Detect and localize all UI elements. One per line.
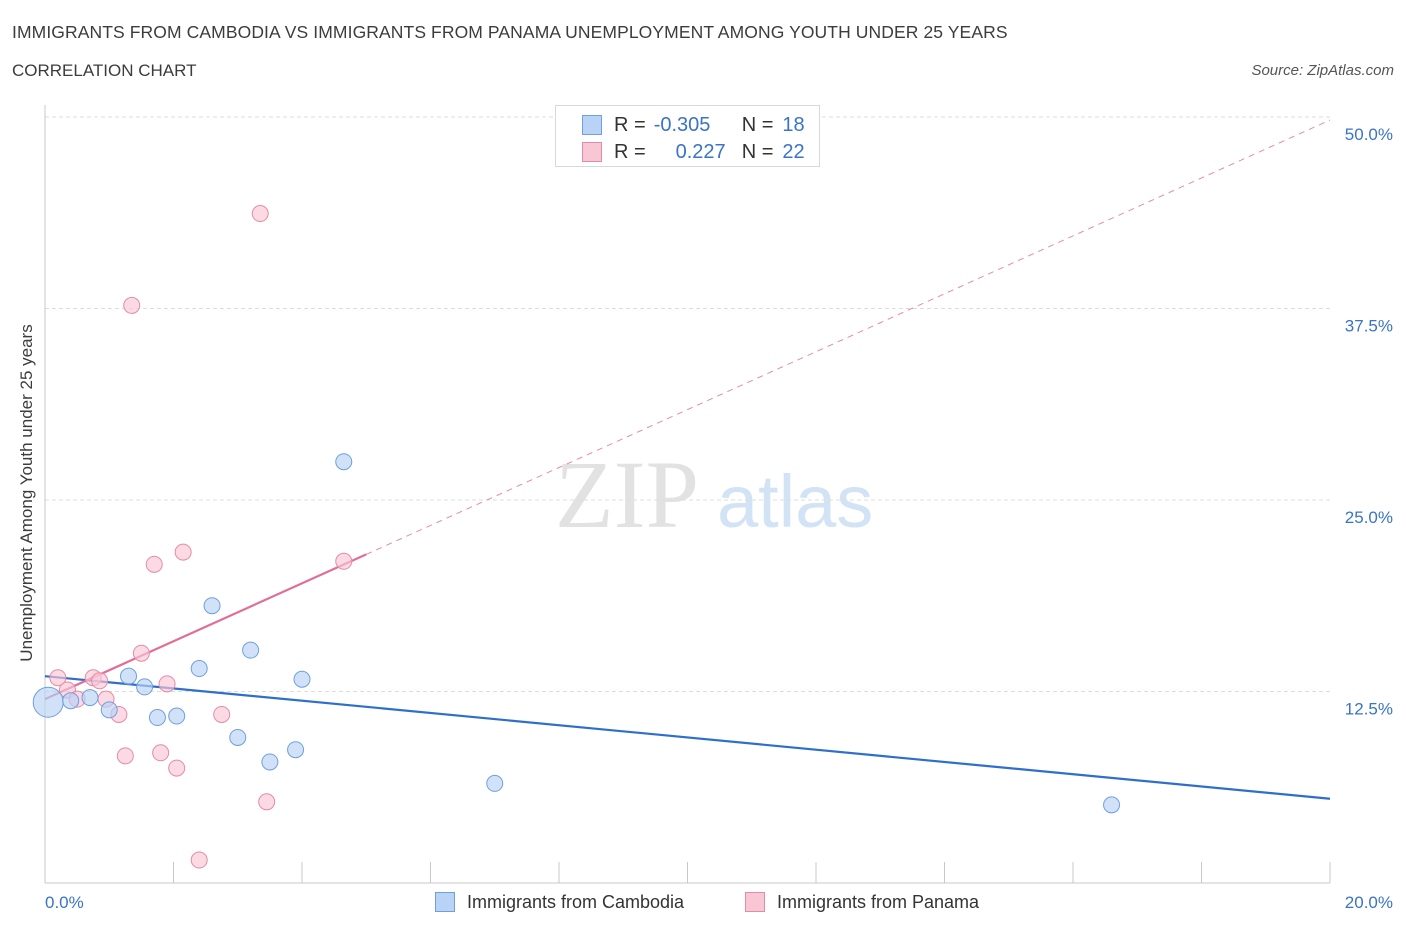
data-point-panama xyxy=(152,744,170,762)
y-tick-label: 50.0% xyxy=(1345,125,1393,144)
data-point-cambodia xyxy=(293,670,311,688)
data-point-panama xyxy=(116,747,134,765)
legend-swatch-cambodia xyxy=(582,115,602,135)
bottom-legend-label-panama: Immigrants from Panama xyxy=(777,891,980,912)
legend-swatch-panama xyxy=(582,142,602,162)
data-point-cambodia xyxy=(136,678,154,696)
y-axis-label: Unemployment Among Youth under 25 years xyxy=(17,324,36,662)
data-point-panama xyxy=(251,205,269,223)
correlation-legend: R = -0.305 N = 18 R = 0.227 N = 22 xyxy=(555,105,820,167)
data-point-panama xyxy=(91,672,109,690)
data-point-cambodia xyxy=(100,701,118,719)
data-point-cambodia xyxy=(229,728,247,746)
data-point-cambodia xyxy=(32,686,64,718)
legend-row-cambodia: R = -0.305 N = 18 xyxy=(582,114,805,136)
legend-r-label: R = xyxy=(614,113,646,136)
data-point-cambodia xyxy=(168,707,186,725)
data-point-cambodia xyxy=(148,709,166,727)
data-point-panama xyxy=(258,793,276,811)
bottom-legend-panama: Immigrants from Panama xyxy=(745,890,979,914)
data-point-panama xyxy=(213,705,231,723)
bottom-legend-label-cambodia: Immigrants from Cambodia xyxy=(467,891,685,912)
legend-n-value-panama: 22 xyxy=(782,140,805,163)
data-point-cambodia xyxy=(242,641,260,659)
data-point-cambodia xyxy=(62,692,80,710)
data-point-cambodia xyxy=(335,453,353,471)
data-point-panama xyxy=(145,555,163,573)
data-point-cambodia xyxy=(203,597,221,615)
trendline-panama-extrapolated xyxy=(366,119,1331,555)
x-tick-label-min: 0.0% xyxy=(45,893,84,912)
data-point-panama xyxy=(49,669,67,687)
legend-n-label: N = xyxy=(741,113,774,136)
legend-r-label: R = xyxy=(614,140,646,163)
data-point-cambodia xyxy=(81,689,99,707)
data-point-cambodia xyxy=(1103,796,1121,814)
y-tick-label: 12.5% xyxy=(1345,700,1393,719)
data-point-panama xyxy=(123,296,141,314)
chart-title: IMMIGRANTS FROM CAMBODIA VS IMMIGRANTS F… xyxy=(12,22,1008,42)
x-tick-label-max: 20.0% xyxy=(1345,893,1393,912)
legend-r-value-cambodia: -0.305 xyxy=(653,113,711,136)
data-point-panama xyxy=(158,675,176,693)
source-credit: Source: ZipAtlas.com xyxy=(1251,62,1394,79)
watermark-zip: ZIP xyxy=(555,441,699,548)
bottom-legend-swatch-cambodia xyxy=(435,892,455,912)
data-point-panama xyxy=(132,644,150,662)
data-point-panama xyxy=(335,552,353,570)
trendline-cambodia xyxy=(44,675,1331,800)
data-point-panama xyxy=(190,851,208,869)
y-tick-label: 25.0% xyxy=(1345,508,1393,527)
legend-r-value-panama: 0.227 xyxy=(675,140,726,163)
bottom-legend-swatch-panama xyxy=(745,892,765,912)
data-point-cambodia xyxy=(261,753,279,771)
data-point-cambodia xyxy=(190,660,208,678)
legend-row-panama: R = 0.227 N = 22 xyxy=(582,141,805,163)
chart-subtitle: CORRELATION CHART xyxy=(12,61,197,80)
watermark-atlas: atlas xyxy=(717,460,873,543)
data-point-cambodia xyxy=(287,741,305,759)
data-point-panama xyxy=(174,543,192,561)
data-point-cambodia xyxy=(120,667,138,685)
data-point-panama xyxy=(168,759,186,777)
y-tick-label: 37.5% xyxy=(1345,317,1393,336)
legend-n-label: N = xyxy=(741,140,774,163)
legend-n-value-cambodia: 18 xyxy=(782,113,805,136)
bottom-legend-cambodia: Immigrants from Cambodia xyxy=(435,890,684,914)
data-point-cambodia xyxy=(486,774,504,792)
